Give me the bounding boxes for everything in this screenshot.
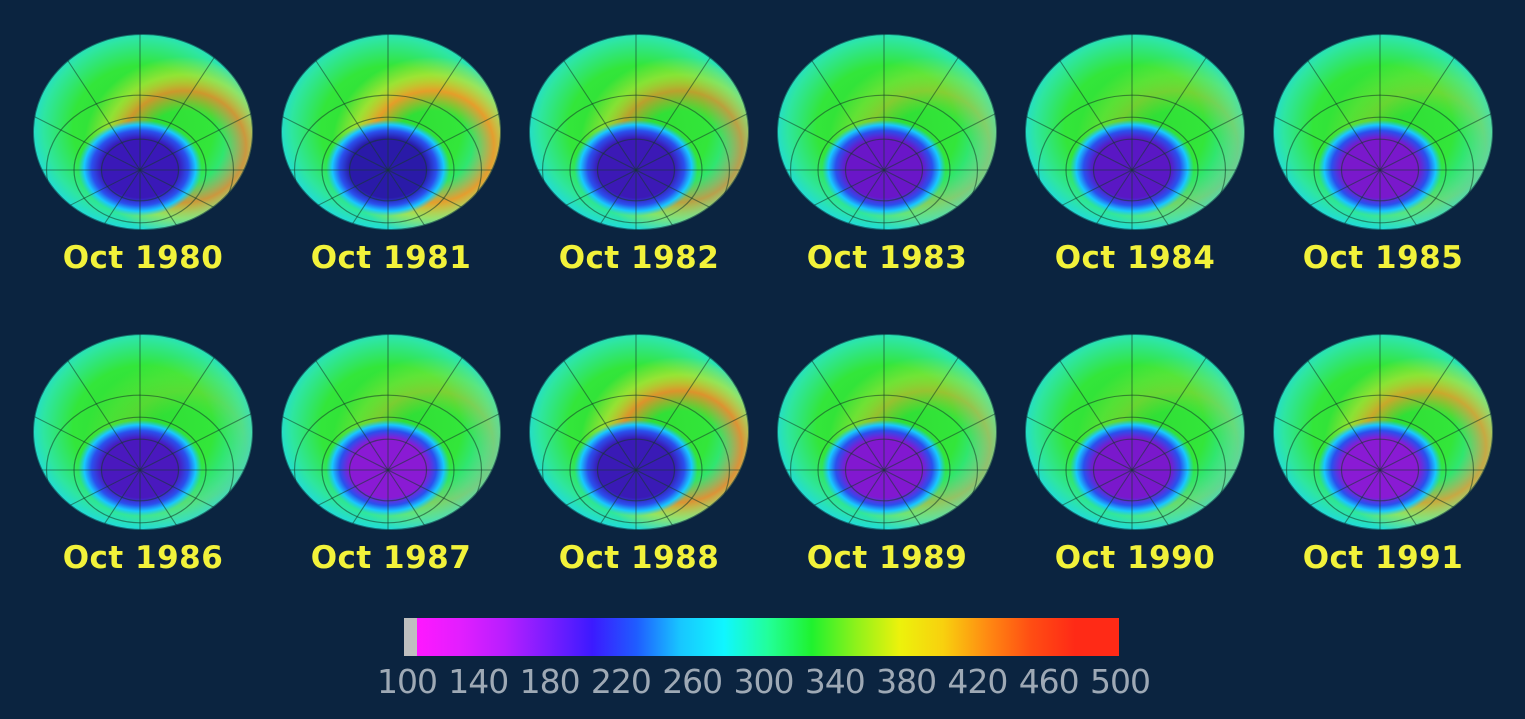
ozone-globe <box>528 33 750 231</box>
scale-tick-label: 420 <box>947 662 1008 701</box>
scale-tick-label: 180 <box>519 662 581 701</box>
globe-date-caption: Oct 1990 <box>1054 540 1216 576</box>
globe-panel: Oct 1980 <box>28 28 258 288</box>
scale-missing-data-swatch <box>404 618 417 656</box>
ozone-globe <box>280 33 502 231</box>
ozone-globe <box>776 333 998 531</box>
scale-tick-label: 140 <box>448 662 509 701</box>
ozone-color-scale <box>404 618 1119 656</box>
globe-date-caption: Oct 1988 <box>558 540 720 576</box>
ozone-globe <box>280 333 502 531</box>
scale-tick-label: 100 <box>377 662 438 701</box>
ozone-globe <box>32 333 254 531</box>
globe-panel: Oct 1981 <box>276 28 506 288</box>
scale-tick-label: 500 <box>1090 662 1151 701</box>
ozone-globe <box>1272 33 1494 231</box>
globe-panel: Oct 1985 <box>1268 28 1498 288</box>
globe-date-caption: Oct 1986 <box>62 540 224 576</box>
globe-panel: Oct 1989 <box>772 328 1002 588</box>
globe-panel: Oct 1987 <box>276 328 506 588</box>
ozone-globe <box>776 33 998 231</box>
globe-date-caption: Oct 1991 <box>1302 540 1464 576</box>
globe-panel: Oct 1991 <box>1268 328 1498 588</box>
globe-date-caption: Oct 1981 <box>310 240 472 276</box>
globe-panel: Oct 1982 <box>524 28 754 288</box>
globe-date-caption: Oct 1987 <box>310 540 472 576</box>
scale-tick-label: 380 <box>876 662 937 701</box>
globe-date-caption: Oct 1980 <box>62 240 224 276</box>
scale-tick-label: 460 <box>1018 662 1080 701</box>
globe-date-caption: Oct 1985 <box>1302 240 1464 276</box>
globe-panel: Oct 1983 <box>772 28 1002 288</box>
scale-tick-label: 220 <box>590 662 652 701</box>
globe-panel: Oct 1988 <box>524 328 754 588</box>
globe-panel: Oct 1990 <box>1020 328 1250 588</box>
scale-tick-label: 340 <box>804 662 866 701</box>
globe-date-caption: Oct 1982 <box>558 240 720 276</box>
globe-panel: Oct 1986 <box>28 328 258 588</box>
globe-date-caption: Oct 1983 <box>806 240 968 276</box>
ozone-globe <box>528 333 750 531</box>
scale-tick-labels: 100 140 180 220 260 300 340 380 420 460 500 <box>377 662 1160 702</box>
scale-tick-label: 260 <box>662 662 723 701</box>
globe-date-caption: Oct 1989 <box>806 540 968 576</box>
globe-date-caption: Oct 1984 <box>1054 240 1216 276</box>
ozone-globe <box>1272 333 1494 531</box>
ozone-globe <box>32 33 254 231</box>
scale-tick-label: 300 <box>733 662 795 701</box>
globe-panel: Oct 1984 <box>1020 28 1250 288</box>
ozone-globe <box>1024 33 1246 231</box>
ozone-globe <box>1024 333 1246 531</box>
